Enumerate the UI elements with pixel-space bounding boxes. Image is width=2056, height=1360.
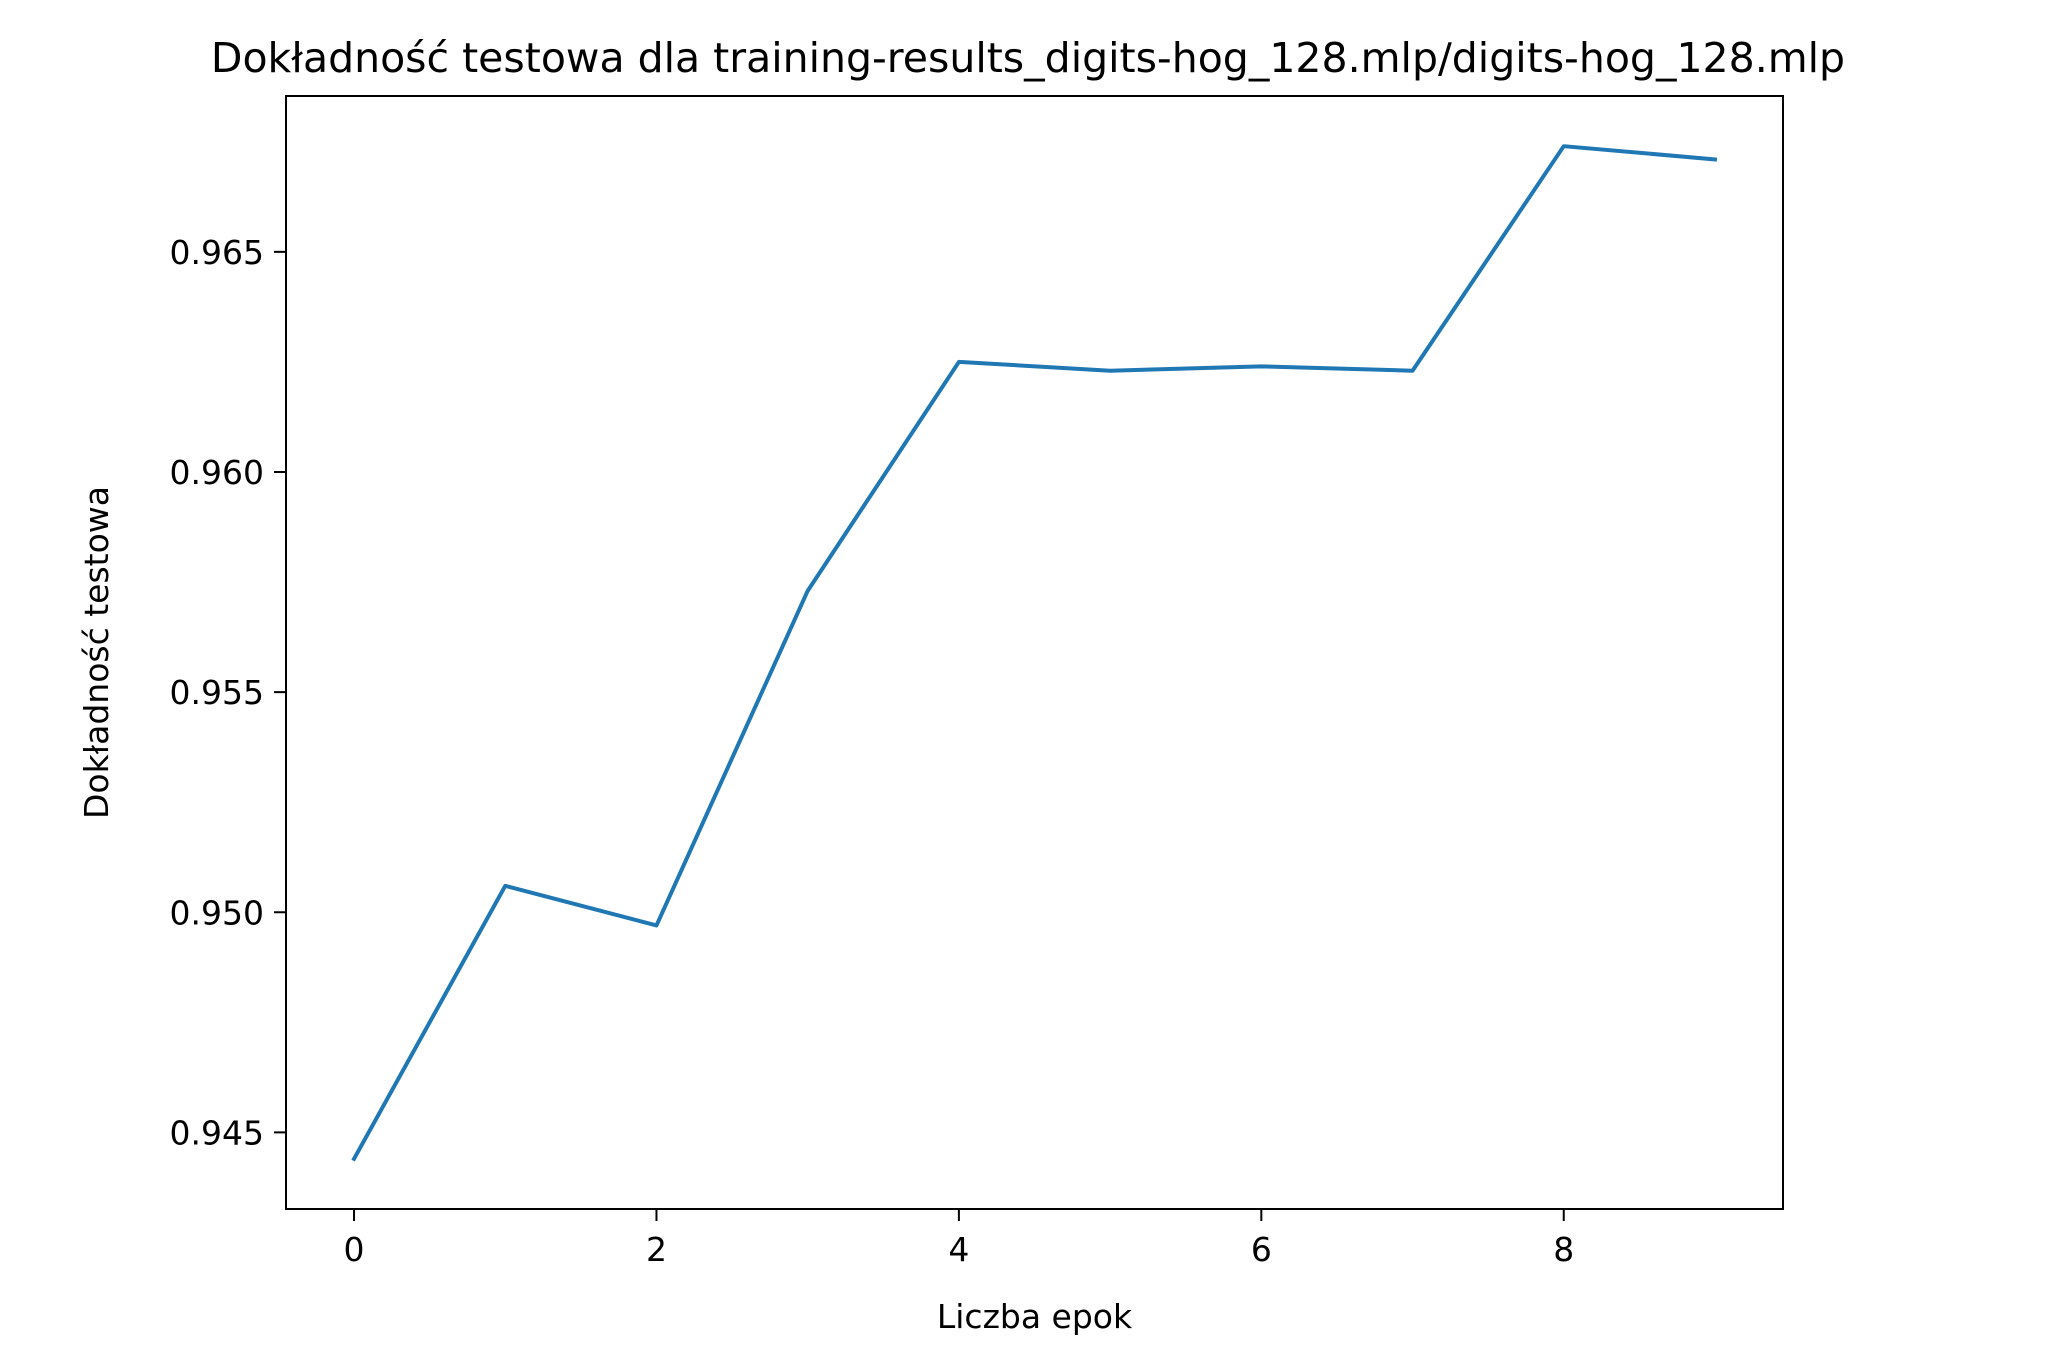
x-tick-label: 2 — [646, 1230, 667, 1269]
y-tick-label: 0.950 — [170, 893, 264, 932]
series-line — [351, 144, 1718, 1162]
x-tick-label: 6 — [1251, 1230, 1272, 1269]
y-tick-label: 0.960 — [170, 453, 264, 492]
axis-ticks: 0 2 4 6 8 0.945 0.950 0.955 0.960 0.965 — [170, 233, 1575, 1269]
y-axis-label: Dokładność testowa — [77, 486, 116, 819]
x-tick-label: 0 — [344, 1230, 365, 1269]
x-tick-label: 8 — [1553, 1230, 1574, 1269]
series-layer — [351, 144, 1718, 1162]
axes-frame — [285, 95, 1784, 1210]
y-tick-label: 0.955 — [170, 673, 264, 712]
y-tick-label: 0.945 — [170, 1113, 264, 1152]
x-axis-label: Liczba epok — [937, 1297, 1133, 1336]
x-tick-label: 4 — [948, 1230, 969, 1269]
chart-title: Dokładność testowa dla training-results_… — [211, 34, 1845, 82]
y-tick-label: 0.965 — [170, 233, 264, 272]
